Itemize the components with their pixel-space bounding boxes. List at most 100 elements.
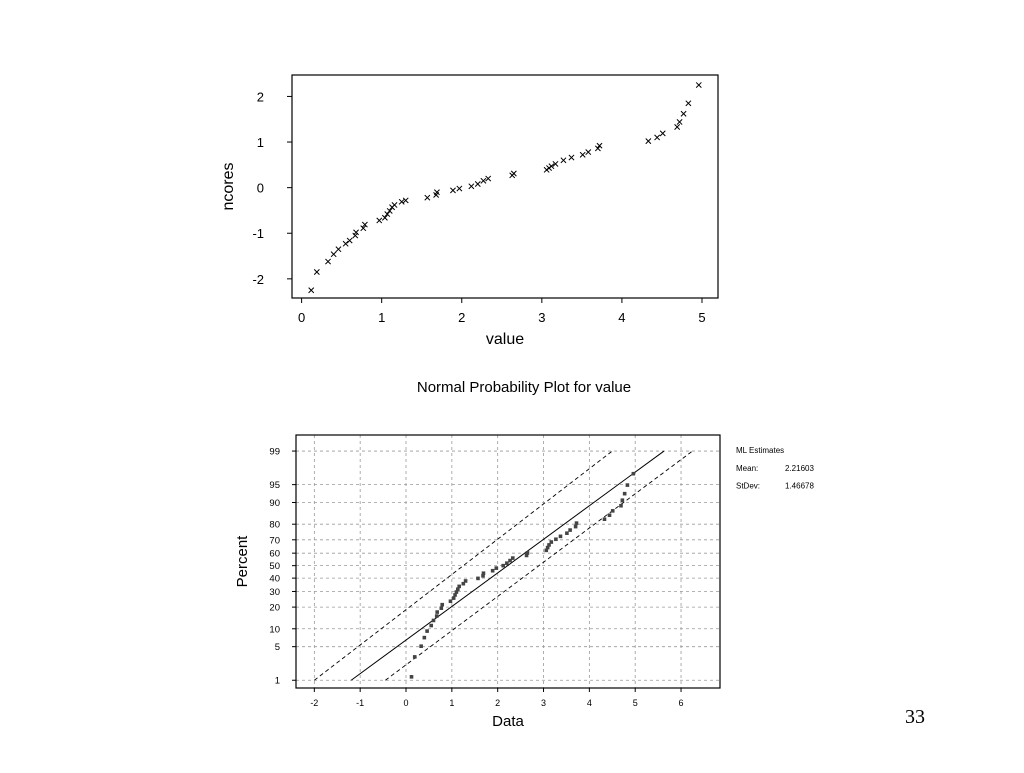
data-point xyxy=(659,130,666,137)
data-point xyxy=(476,576,480,581)
data-point xyxy=(558,534,563,539)
data-point xyxy=(456,185,463,192)
y-tick-label: 50 xyxy=(269,561,280,572)
x-tick-label: 6 xyxy=(679,698,684,708)
data-point xyxy=(412,655,417,659)
data-point xyxy=(619,503,623,508)
data-point xyxy=(468,183,475,190)
data-point xyxy=(565,531,569,535)
legend-value: 1.46678 xyxy=(785,482,814,491)
data-point xyxy=(448,599,453,604)
data-point xyxy=(494,566,499,570)
data-point xyxy=(511,556,515,560)
data-point xyxy=(625,483,630,487)
y-tick-label: 30 xyxy=(269,587,280,598)
y-axis-label: Percent xyxy=(234,535,251,588)
data-point xyxy=(376,217,383,224)
x-tick-label: 3 xyxy=(538,310,545,325)
data-point xyxy=(449,187,456,194)
data-point xyxy=(325,258,331,265)
data-point xyxy=(602,517,607,522)
data-point xyxy=(594,145,601,152)
y-tick-label: 60 xyxy=(269,549,280,560)
data-point xyxy=(457,584,461,589)
data-point xyxy=(409,675,414,679)
data-point xyxy=(398,198,405,205)
data-point xyxy=(481,574,485,578)
data-point xyxy=(508,558,512,563)
data-point xyxy=(422,635,427,640)
data-point xyxy=(360,225,367,232)
legend-label: Mean: xyxy=(736,464,758,473)
data-point xyxy=(622,491,627,496)
normal-probability-chart: Normal Probability Plot for value -2 -1 0 1 2… xyxy=(234,379,814,730)
data-point xyxy=(631,471,636,476)
data-point xyxy=(419,644,423,648)
data-point xyxy=(384,211,391,218)
y-tick-label: 70 xyxy=(269,535,280,546)
data-point xyxy=(435,610,439,614)
x-tick-label: -1 xyxy=(356,698,364,708)
data-point xyxy=(676,119,683,125)
chart-title: Normal Probability Plot for value xyxy=(417,379,631,396)
data-point xyxy=(381,214,388,221)
data-point xyxy=(685,100,692,107)
data-point xyxy=(549,540,554,544)
data-point xyxy=(463,579,468,583)
y-tick-label: -1 xyxy=(252,226,264,241)
data-point xyxy=(425,629,429,633)
data-point xyxy=(313,269,320,275)
y-tick-label: 0 xyxy=(257,181,264,196)
data-point xyxy=(353,229,360,236)
data-point xyxy=(456,587,460,592)
data-point xyxy=(429,623,434,628)
x-tick-label: 0 xyxy=(404,698,409,708)
data-point xyxy=(451,596,456,600)
data-point xyxy=(454,590,459,594)
data-point xyxy=(402,197,409,204)
y-tick-label: 90 xyxy=(269,498,280,509)
y-tick-label: 2 xyxy=(257,89,264,104)
data-point xyxy=(424,194,431,201)
fit-line xyxy=(350,450,665,681)
data-point xyxy=(547,543,551,547)
y-tick-label: 20 xyxy=(269,603,280,614)
x-axis-label: Data xyxy=(492,713,524,730)
data-point xyxy=(308,287,315,294)
data-point xyxy=(361,221,368,228)
x-tick-label: 0 xyxy=(298,310,305,325)
data-point xyxy=(579,151,586,158)
data-point xyxy=(552,160,559,167)
confidence-band-lower xyxy=(385,450,693,681)
data-point xyxy=(335,246,342,253)
data-point xyxy=(330,251,337,258)
x-tick-label: 3 xyxy=(541,698,546,708)
ncores-scatter-chart: 0 1 2 3 4 5 -2 -1 0 1 2 value ncores xyxy=(220,74,719,348)
data-point xyxy=(544,548,549,553)
legend-title: ML Estimates xyxy=(736,446,784,455)
data-point xyxy=(560,157,567,164)
x-tick-label: 1 xyxy=(449,698,454,708)
data-point xyxy=(695,82,702,88)
data-point xyxy=(596,142,603,149)
data-point xyxy=(654,134,661,141)
data-point xyxy=(568,154,575,161)
data-point xyxy=(453,593,457,597)
x-tick-label: 5 xyxy=(698,310,705,325)
data-point xyxy=(545,545,550,550)
data-point xyxy=(510,170,517,177)
data-point xyxy=(548,163,555,170)
y-tick-label: 10 xyxy=(269,624,280,635)
data-point xyxy=(480,177,487,184)
data-point xyxy=(645,138,652,145)
data-point xyxy=(585,149,592,156)
data-point xyxy=(674,124,681,130)
data-point xyxy=(433,189,440,196)
y-tick-label: 1 xyxy=(257,135,264,150)
data-point xyxy=(346,237,353,244)
y-tick-label: 5 xyxy=(275,642,280,653)
data-point xyxy=(474,181,481,187)
page-number: 33 xyxy=(905,706,925,728)
data-point xyxy=(554,537,558,542)
